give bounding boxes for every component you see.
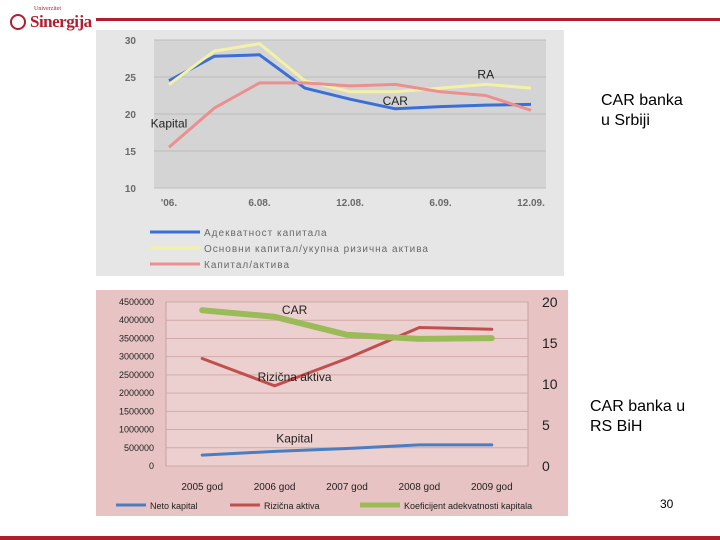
- chart2-y-tick-label: 0: [149, 461, 154, 471]
- chart1-series-line: [168, 42, 532, 94]
- chart2-y2-tick-label: 0: [542, 458, 550, 474]
- chart1-x-tick-label: '06.: [161, 198, 178, 209]
- chart2-x-tick-label: 2005 god: [181, 482, 223, 493]
- chart2-legend-label: Koeficijent adekvatnosti kapitala: [404, 501, 532, 511]
- chart2-plot-area: [165, 301, 529, 467]
- chart-serbia-svg: 10 15 20 25 30 '06. 6.08. 12.08. 6.09. 12.09. RA CA…: [96, 30, 564, 276]
- page-number: 30: [660, 497, 674, 511]
- chart1-legend-label: Основни капитал/укупна ризична актива: [204, 244, 429, 255]
- chart-serbia: 10 15 20 25 30 '06. 6.08. 12.08. 6.09. 12.09. RA CA…: [96, 30, 564, 276]
- chart1-y-tick-label: 20: [125, 110, 137, 121]
- chart2-x-tick-label: 2006 god: [254, 482, 296, 493]
- chart1-annotation: RA: [477, 67, 494, 81]
- chart2-legend-label: Neto kapital: [150, 501, 198, 511]
- footer-divider: [0, 536, 720, 540]
- chart2-x-tick-label: 2007 god: [326, 482, 368, 493]
- chart1-x-tick-label: 12.08.: [336, 198, 364, 209]
- chart2-series-line: [200, 326, 494, 388]
- chart2-y-tick-label: 2500000: [119, 370, 154, 380]
- chart-rs-bih: 0 500000 1000000 1500000 2000000 2500000 30000…: [96, 290, 568, 516]
- chart1-legend-label: Адекватност капитала: [204, 228, 328, 239]
- chart2-y-tick-label: 1000000: [119, 425, 154, 435]
- logo-small-text: Univerzitet: [34, 6, 61, 12]
- chart2-y-tick-label: 2000000: [119, 388, 154, 398]
- chart2-y2-tick-label: 10: [542, 376, 558, 392]
- chart2-y-tick-label: 3000000: [119, 352, 154, 362]
- chart2-y-tick-label: 3500000: [119, 333, 154, 343]
- chart2-x-tick-label: 2008 god: [399, 482, 441, 493]
- chart1-annotation: CAR: [383, 94, 409, 108]
- chart2-y-tick-label: 4000000: [119, 315, 154, 325]
- chart1-y-tick-label: 25: [125, 73, 137, 84]
- chart1-y-tick-label: 30: [125, 36, 137, 47]
- chart2-annotation: Kapital: [276, 431, 313, 445]
- chart1-series-line: [168, 53, 532, 111]
- chart1-x-tick-label: 6.08.: [248, 198, 270, 209]
- chart1-annotation: Kapital: [151, 116, 188, 130]
- chart2-y-tick-label: 1500000: [119, 406, 154, 416]
- logo-big-text: Sinergija: [30, 12, 92, 31]
- chart1-series-line: [168, 81, 532, 149]
- chart1-x-tick-label: 12.09.: [517, 198, 545, 209]
- chart2-y2-tick-label: 5: [542, 417, 550, 433]
- chart1-legend-label: Капитал/актива: [204, 260, 290, 271]
- logo-emblem-icon: [10, 14, 26, 30]
- caption-rs-bih: CAR banka u RS BiH: [590, 398, 686, 435]
- chart1-x-tick-label: 6.09.: [429, 198, 451, 209]
- header-divider: [96, 18, 720, 21]
- chart2-legend-label: Rizična aktiva: [264, 501, 320, 511]
- university-logo: Univerzitet Sinergija: [8, 6, 92, 32]
- chart1-y-tick-label: 10: [125, 184, 137, 195]
- chart2-y-tick-label: 500000: [124, 443, 154, 453]
- chart2-series-line: [199, 307, 495, 342]
- chart2-y2-tick-label: 20: [542, 294, 558, 310]
- chart2-annotation: Rizična aktiva: [258, 370, 332, 384]
- chart2-y-tick-label: 4500000: [119, 297, 154, 307]
- chart2-x-tick-label: 2009 god: [471, 482, 513, 493]
- chart2-series-line: [200, 443, 494, 457]
- chart2-y2-tick-label: 15: [542, 335, 558, 351]
- chart1-y-tick-label: 15: [125, 147, 137, 158]
- caption-serbia: CAR banka u Srbiji: [601, 92, 683, 129]
- chart-rs-bih-svg: 0 500000 1000000 1500000 2000000 2500000 30000…: [96, 290, 568, 516]
- chart2-annotation: CAR: [282, 303, 308, 317]
